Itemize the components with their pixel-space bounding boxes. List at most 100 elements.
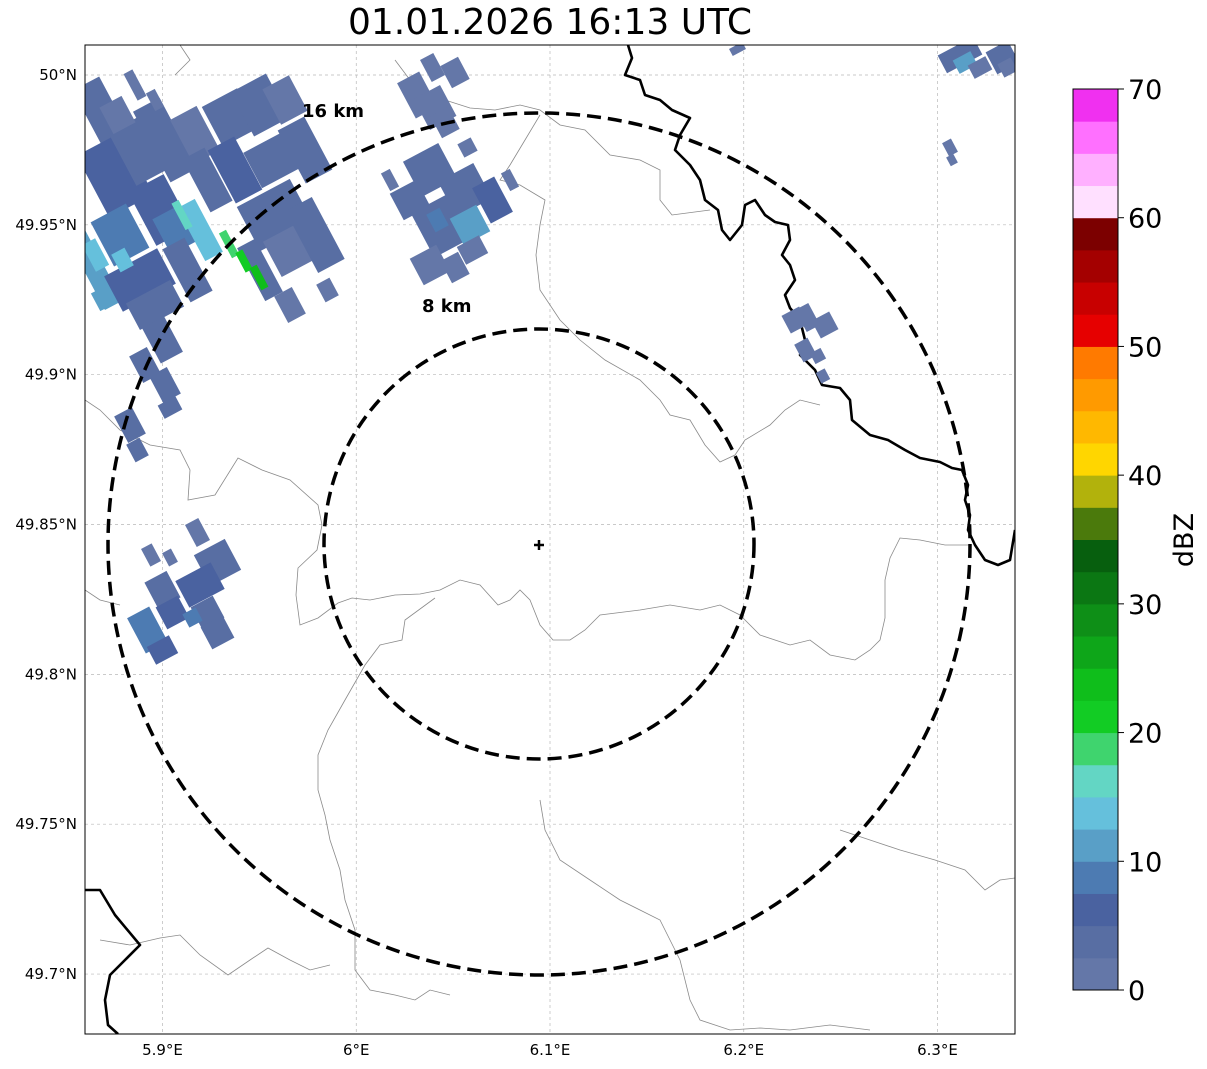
colorbar-tick-label: 40: [1128, 461, 1162, 492]
colorbar-cell: [1073, 764, 1118, 798]
echo-cell: [440, 251, 470, 284]
border-southwest: [85, 888, 142, 1034]
echo-cell: [207, 136, 263, 204]
colorbar: 0 10 20 30 40 50 60 70 dBZ: [1072, 75, 1200, 1007]
lat-tick-label: 49.9°N: [25, 366, 77, 384]
echo-cell: [170, 105, 220, 165]
colorbar-cell: [1073, 732, 1118, 766]
echo-cell: [90, 203, 150, 267]
echo-cell: [157, 396, 183, 419]
echo-cell: [114, 407, 146, 443]
colorbar-cell: [1073, 185, 1118, 219]
boundary-4: [99, 934, 331, 976]
echo-cell: [125, 280, 185, 330]
colorbar-cell: [1073, 893, 1118, 927]
axis-tick-labels: 5.9°E 6°E 6.1°E 6.2°E 6.3°E 49.7°N 49.75°N 49.8…: [15, 66, 958, 1059]
colorbar-cell: [1073, 603, 1118, 637]
colorbar-cell: [1073, 442, 1118, 476]
colorbar-tick-label: 30: [1128, 590, 1162, 621]
boundary-5: [839, 829, 1015, 891]
colorbar-label: dBZ: [1169, 513, 1200, 567]
echo-cell: [262, 75, 308, 125]
echo-cell: [967, 56, 993, 79]
range-ring-16km: [106, 111, 972, 977]
boundary-1: [85, 399, 970, 661]
map-plot-area[interactable]: [67, 37, 1019, 1034]
echo-cell: [952, 51, 978, 74]
echo-cell: [108, 114, 172, 186]
echo-cell: [409, 244, 451, 286]
echo-cell: [182, 607, 203, 628]
colorbar-cell: [1073, 925, 1118, 959]
boundary-9: [174, 45, 191, 76]
boundary-3: [539, 799, 871, 1031]
echo-cell: [456, 235, 489, 265]
colorbar-cell: [1073, 796, 1118, 830]
echo-cell: [316, 277, 339, 303]
colorbar-cell: [1073, 829, 1118, 862]
colorbar-cell: [1073, 89, 1118, 122]
lat-tick-label: 50°N: [39, 66, 77, 84]
echo-cell: [500, 168, 520, 192]
ring-label-16km: 16 km: [302, 101, 364, 122]
echo-cell: [942, 138, 958, 157]
colorbar-tick-label: 0: [1128, 976, 1145, 1007]
graticule: [85, 45, 1015, 1034]
echo-cell: [380, 168, 400, 192]
echo-cell: [146, 635, 179, 665]
echo-cell: [129, 347, 161, 383]
colorbar-cell: [1073, 539, 1118, 573]
echo-cell: [185, 517, 210, 548]
colorbar-frame: [1072, 88, 1119, 991]
colorbar-tick-label: 70: [1128, 75, 1162, 106]
colorbar-cell: [1073, 249, 1118, 283]
lat-tick-label: 49.75°N: [15, 815, 77, 833]
echo-cell: [104, 248, 176, 312]
lon-tick-label: 6.3°E: [917, 1041, 958, 1059]
echo-cell: [171, 199, 193, 231]
colorbar-cell: [1073, 153, 1118, 187]
colorbar-cell: [1073, 700, 1118, 734]
echo-cell: [162, 237, 213, 303]
echo-cell: [175, 562, 225, 608]
colorbar-cell: [1073, 282, 1118, 315]
echo-cell: [937, 45, 983, 74]
lon-tick-label: 5.9°E: [142, 1041, 183, 1059]
colorbar-cell: [1073, 571, 1118, 605]
colorbar-cell: [1073, 861, 1118, 894]
range-ring-8km: [322, 327, 756, 761]
echo-cell: [90, 288, 110, 312]
colorbar-cell: [1073, 314, 1118, 347]
echo-cell: [457, 137, 478, 158]
echo-cell: [123, 69, 147, 101]
echo-cell: [815, 368, 831, 384]
colorbar-cell: [1073, 378, 1118, 412]
echo-cell: [162, 548, 178, 567]
border-east: [623, 45, 1015, 567]
colorbar-cell: [1073, 121, 1118, 154]
echo-cell: [126, 437, 149, 463]
ring-label-8km: 8 km: [422, 296, 472, 317]
colorbar-cell: [1073, 957, 1118, 991]
echo-cell: [182, 147, 233, 213]
echo-cell: [200, 615, 235, 650]
echo-cell: [111, 247, 134, 273]
echo-cell: [811, 311, 839, 339]
echo-cell: [141, 543, 161, 567]
echo-cell: [249, 264, 269, 291]
colorbar-tick-label: 20: [1128, 719, 1162, 750]
echo-cell: [277, 116, 333, 184]
echo-cell: [946, 153, 958, 167]
echo-cell: [85, 238, 110, 272]
map-frame: [84, 44, 1016, 1035]
echo-cell: [235, 249, 253, 273]
lat-tick-label: 49.95°N: [15, 216, 77, 234]
echo-cell: [472, 176, 513, 224]
colorbar-cell: [1073, 410, 1118, 444]
colorbar-cell: [1073, 507, 1118, 540]
colorbar-tick-label: 60: [1128, 204, 1162, 235]
echo-cell: [142, 316, 183, 364]
colorbar-cell: [1073, 217, 1118, 251]
boundary-2: [317, 597, 451, 1001]
